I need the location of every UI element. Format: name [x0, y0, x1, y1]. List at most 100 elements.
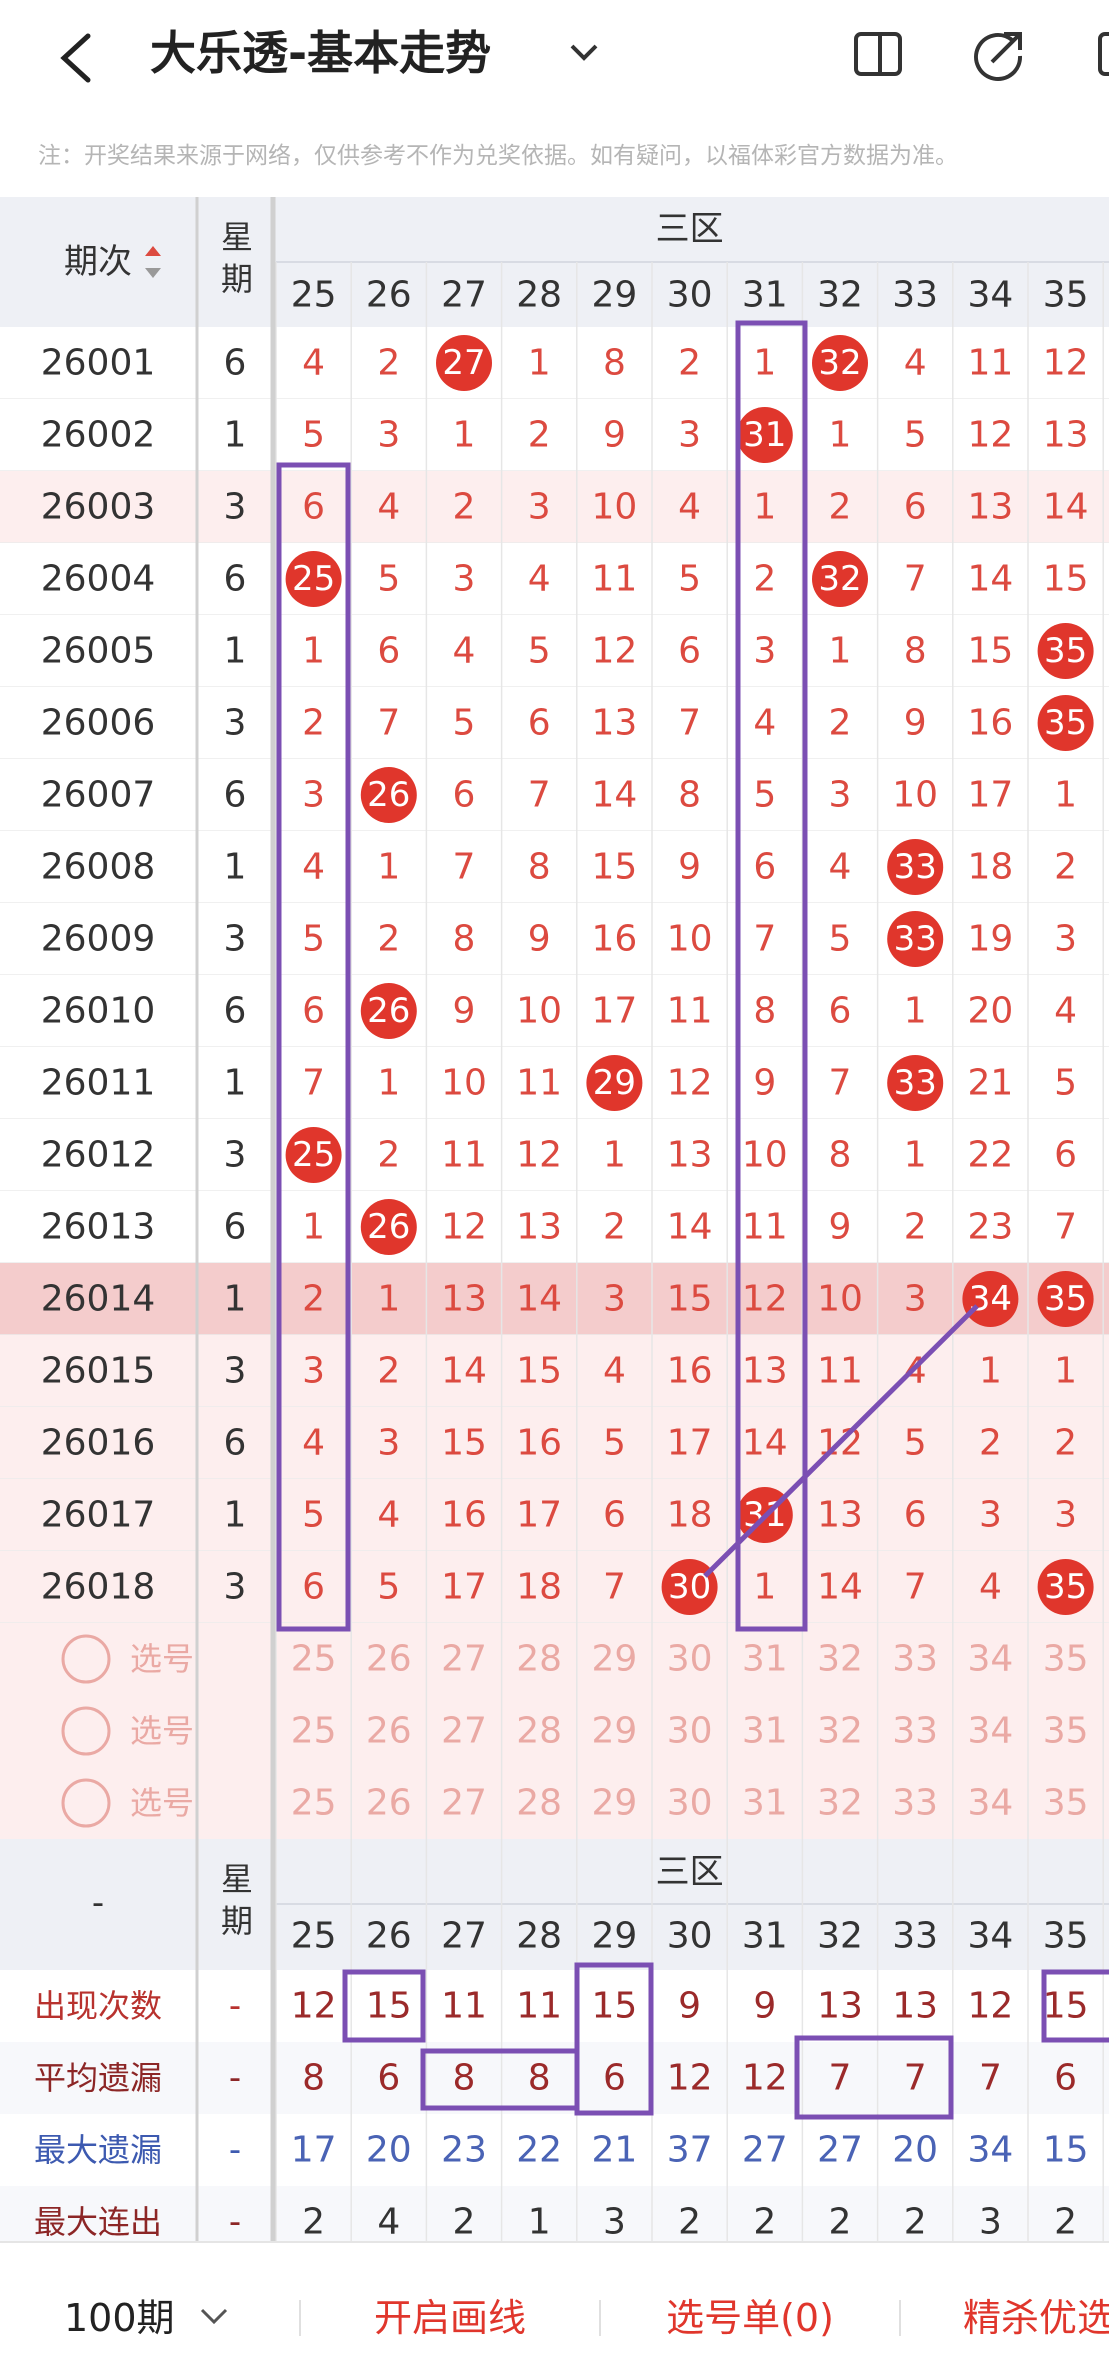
weekday: 3 [224, 1135, 247, 1176]
select-label[interactable]: 选号 [130, 1784, 194, 1822]
select-number[interactable]: 30 [667, 1639, 713, 1680]
layout-icon[interactable] [854, 32, 902, 76]
period: 26001 [41, 343, 156, 384]
weekday: 1 [224, 415, 247, 456]
select-number[interactable]: 30 [667, 1783, 713, 1824]
omission-count: 12 [967, 415, 1013, 456]
column-header: 30 [667, 275, 713, 316]
column-header: 25 [291, 275, 337, 316]
omission-count: 11 [667, 991, 713, 1032]
select-number[interactable]: 27 [441, 1783, 487, 1824]
period: 26011 [41, 1063, 156, 1104]
omission-count: 1 [302, 631, 325, 672]
period: 26014 [41, 1279, 156, 1320]
omission-count: 18 [967, 847, 1013, 888]
select-number[interactable]: 31 [742, 1711, 788, 1752]
omission-count: 14 [742, 1423, 788, 1464]
weekday: 6 [224, 775, 247, 816]
select-number[interactable]: 31 [742, 1639, 788, 1680]
select-number[interactable]: 25 [291, 1783, 337, 1824]
row-bg [0, 1479, 1109, 1551]
select-number[interactable]: 31 [742, 1783, 788, 1824]
selection-list-button[interactable]: 选号单(0) [666, 2296, 834, 2340]
select-number[interactable]: 34 [967, 1783, 1013, 1824]
hit-ball [962, 1271, 1019, 1327]
omission-count: 6 [829, 991, 852, 1032]
select-number[interactable]: 29 [591, 1783, 637, 1824]
select-number[interactable]: 25 [291, 1639, 337, 1680]
select-number[interactable]: 32 [817, 1711, 863, 1752]
omission-count: 15 [516, 1351, 562, 1392]
draw-line-button[interactable]: 开启画线 [374, 2296, 526, 2340]
select-number[interactable]: 25 [291, 1711, 337, 1752]
stats-value: 8 [302, 2058, 325, 2099]
omission-count: 2 [904, 1207, 927, 1248]
row-bg [0, 1335, 1109, 1407]
select-number[interactable]: 34 [967, 1639, 1013, 1680]
stats-value: 2 [678, 2202, 701, 2243]
stats-value: 22 [516, 2130, 562, 2171]
omission-count: 2 [1054, 847, 1077, 888]
row-bg [0, 975, 1109, 1047]
select-number[interactable]: 35 [1043, 1639, 1089, 1680]
select-number[interactable]: 28 [516, 1711, 562, 1752]
hit-ball [1037, 695, 1094, 751]
select-number[interactable]: 35 [1043, 1783, 1089, 1824]
omission-count: 15 [1043, 559, 1089, 600]
row-bg [0, 759, 1109, 831]
omission-count: 4 [678, 487, 701, 528]
weekday: 3 [224, 1351, 247, 1392]
omission-count: 16 [591, 919, 637, 960]
omission-count: 16 [667, 1351, 713, 1392]
omission-count: 1 [753, 487, 776, 528]
select-number[interactable]: 29 [591, 1711, 637, 1752]
omission-count: 5 [829, 919, 852, 960]
back-button[interactable] [60, 33, 91, 83]
column-header: 32 [817, 1916, 863, 1957]
stats-value: 12 [967, 1986, 1013, 2027]
omission-count: 3 [1054, 1495, 1077, 1536]
period-select[interactable]: 100期 [64, 2296, 175, 2340]
stats-row-bg [0, 2042, 1109, 2114]
stats-weekday: - [229, 1986, 241, 2026]
omission-count: 8 [678, 775, 701, 816]
select-number[interactable]: 29 [591, 1639, 637, 1680]
select-number[interactable]: 26 [366, 1783, 412, 1824]
select-number[interactable]: 27 [441, 1711, 487, 1752]
select-number[interactable]: 27 [441, 1639, 487, 1680]
select-label[interactable]: 选号 [130, 1640, 194, 1678]
omission-count: 14 [591, 775, 637, 816]
omission-count: 1 [377, 1279, 400, 1320]
select-number[interactable]: 26 [366, 1639, 412, 1680]
omission-count: 5 [377, 559, 400, 600]
select-label[interactable]: 选号 [130, 1712, 194, 1750]
select-number[interactable]: 35 [1043, 1711, 1089, 1752]
premium-button[interactable]: 精杀优选 [963, 2296, 1109, 2340]
omission-count: 4 [603, 1351, 626, 1392]
title-dropdown[interactable] [570, 44, 598, 61]
omission-count: 1 [979, 1351, 1002, 1392]
stats-period-header: - [92, 1883, 104, 1923]
select-number[interactable]: 28 [516, 1783, 562, 1824]
select-number[interactable]: 33 [892, 1711, 938, 1752]
select-number[interactable]: 32 [817, 1639, 863, 1680]
select-number[interactable]: 34 [967, 1711, 1013, 1752]
stats-weekday: - [229, 2130, 241, 2170]
select-number[interactable]: 33 [892, 1639, 938, 1680]
stats-value: 1 [528, 2202, 551, 2243]
omission-count: 20 [967, 991, 1013, 1032]
select-number[interactable]: 26 [366, 1711, 412, 1752]
select-number[interactable]: 32 [817, 1783, 863, 1824]
select-number[interactable]: 30 [667, 1711, 713, 1752]
period: 26017 [41, 1495, 156, 1536]
share-icon[interactable] [974, 32, 1023, 81]
omission-count: 17 [516, 1495, 562, 1536]
select-number[interactable]: 33 [892, 1783, 938, 1824]
omission-count: 12 [742, 1279, 788, 1320]
omission-count: 5 [453, 703, 476, 744]
more-icon[interactable] [1098, 32, 1109, 76]
select-number[interactable]: 28 [516, 1639, 562, 1680]
period: 26018 [41, 1567, 156, 1608]
stats-value: 3 [979, 2202, 1002, 2243]
